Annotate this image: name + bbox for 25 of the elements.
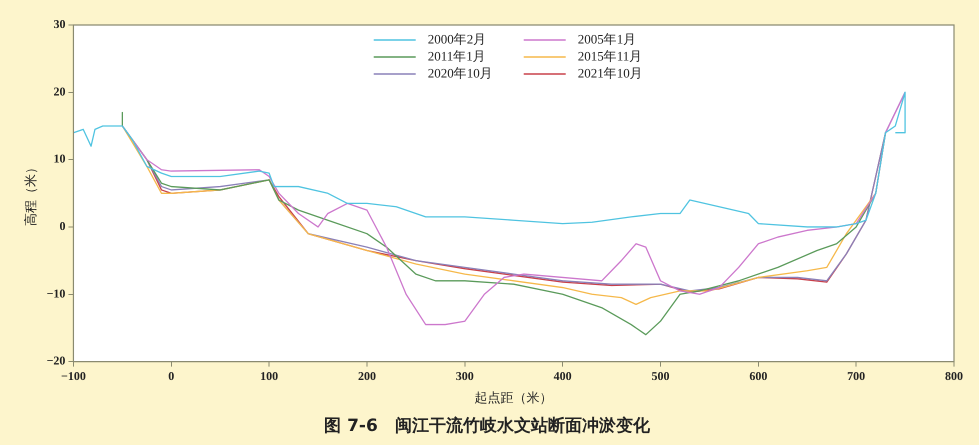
legend-label: 2021年10月 [578, 65, 643, 80]
y-axis-title: 高程（米） [23, 160, 38, 226]
y-tick-label: 0 [59, 219, 66, 234]
x-tick-label: 600 [749, 368, 768, 383]
x-tick-label: 500 [651, 368, 670, 383]
y-tick-label: −20 [46, 354, 66, 368]
x-tick-label: 200 [358, 368, 376, 383]
x-tick-label: 400 [554, 368, 572, 383]
legend-label: 2020年10月 [428, 65, 493, 80]
x-tick-label: 300 [456, 368, 474, 383]
legend-label: 2011年1月 [428, 48, 486, 64]
x-tick-label: 100 [260, 368, 278, 383]
y-tick-label: 20 [53, 84, 66, 98]
y-tick-label: 30 [53, 17, 66, 32]
x-tick-label: 700 [847, 368, 866, 383]
y-tick-label: 10 [53, 152, 66, 166]
y-tick-label: −10 [46, 286, 66, 300]
legend-label: 2015年11月 [578, 48, 642, 64]
x-tick-label: 0 [168, 368, 174, 383]
legend-label: 2000年2月 [428, 31, 486, 46]
legend-label: 2005年1月 [578, 31, 636, 46]
x-tick-label: 800 [945, 368, 963, 383]
x-tick-label: −100 [61, 368, 86, 383]
text: 图 7-6 闽江干流竹岐水文站断面冲淤变化 [324, 416, 651, 436]
x-axis-title: 起点距（米） [474, 390, 553, 406]
